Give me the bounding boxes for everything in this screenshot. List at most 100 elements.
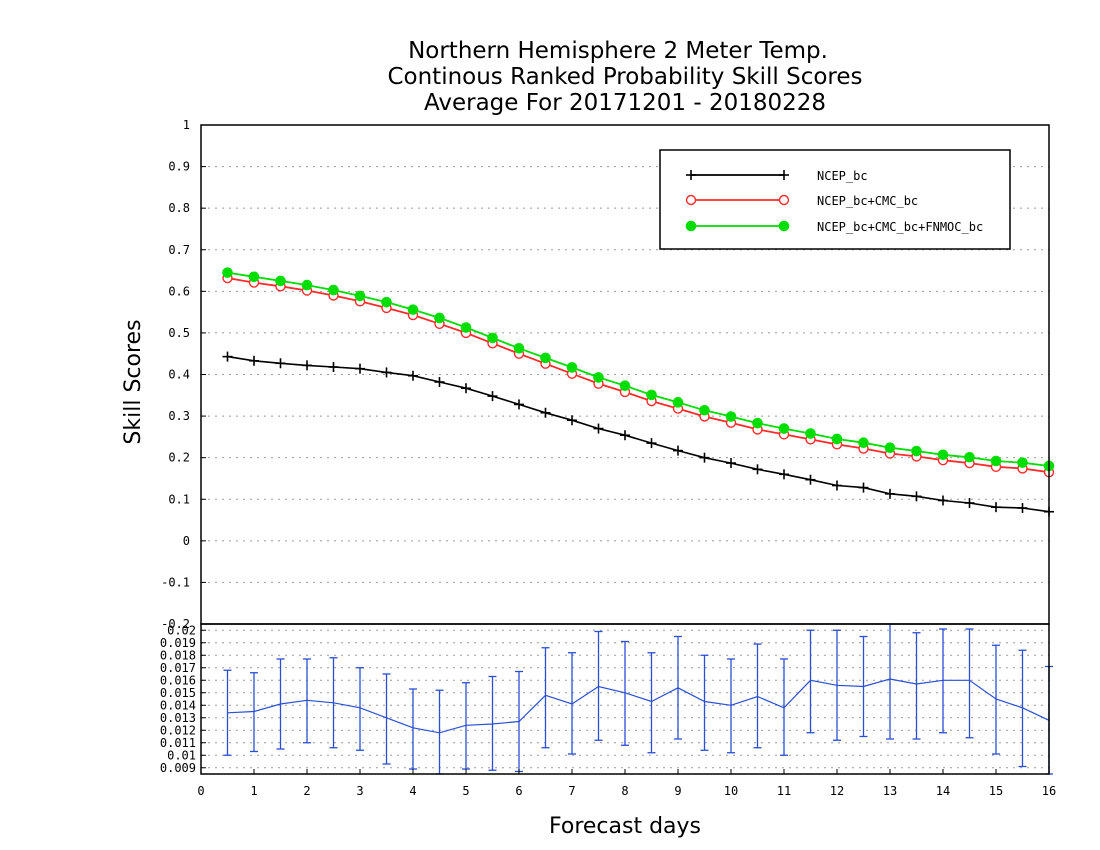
difference-line <box>227 678 1050 734</box>
error-bar <box>1018 649 1027 768</box>
data-point-filled-circle <box>884 442 896 453</box>
bottom-y-tick-label: 0.009 <box>160 761 196 775</box>
error-bar <box>912 632 921 740</box>
data-point-filled-circle <box>301 279 313 291</box>
data-point-plus <box>726 458 736 469</box>
data-point-plus <box>593 423 604 434</box>
top-y-tick-label: -0.1 <box>161 575 190 589</box>
data-point-plus <box>275 358 286 369</box>
top-y-tick-label: 0.1 <box>168 492 190 506</box>
bottom-y-tick-label: 0.013 <box>160 711 196 725</box>
title-line-2: Continous Ranked Probability Skill Score… <box>387 64 862 90</box>
error-bar <box>409 688 417 770</box>
data-point-filled-circle <box>725 411 737 422</box>
data-point-filled-circle <box>248 271 260 283</box>
data-point-plus <box>355 363 365 374</box>
data-point-plus <box>938 495 948 506</box>
y-axis-label: Skill Scores <box>121 319 146 444</box>
data-point-plus <box>249 355 259 366</box>
error-bar <box>223 669 232 756</box>
error-bar <box>488 675 497 771</box>
difference-series <box>223 623 1053 775</box>
data-point-plus <box>752 464 763 475</box>
x-axis-ticks: 0 1 2 3 4 5 6 7 8 9 10 11 12 13 14 15 16 <box>197 769 1056 798</box>
data-point-filled-circle <box>593 372 604 383</box>
legend-label-ncep-cmc-fnmoc: NCEP_bc+CMC_bc+FNMOC_bc <box>817 220 983 234</box>
data-point-filled-circle <box>1017 457 1028 468</box>
data-point-filled-circle <box>964 451 975 463</box>
data-point-filled-circle <box>937 449 949 461</box>
data-point-filled-circle <box>699 404 710 416</box>
error-bar <box>621 640 629 746</box>
top-y-tick-label: 0.6 <box>168 284 190 298</box>
x-tick-label: 3 <box>356 784 363 798</box>
x-tick-label: 8 <box>621 784 628 798</box>
top-y-tick-label: 0.4 <box>168 368 190 382</box>
data-point-filled-circle <box>778 423 790 434</box>
error-bar <box>886 623 894 740</box>
data-point-plus <box>540 407 551 418</box>
top-panel-y-ticks: -0.2 -0.1 0 0.1 0.2 0.3 0.4 0.5 0.6 0.7 0.8 0.9 1 <box>161 118 206 631</box>
data-point-plus <box>699 452 710 463</box>
error-bar <box>329 657 338 749</box>
data-point-plus <box>646 438 657 449</box>
data-point-plus <box>858 482 869 493</box>
x-tick-label: 16 <box>1042 784 1056 798</box>
data-point-filled-circle <box>672 397 684 408</box>
data-point-filled-circle <box>275 275 286 287</box>
legend-label-ncep-bc: NCEP_bc <box>817 169 868 183</box>
data-point-plus <box>434 376 445 387</box>
error-bar <box>859 635 868 738</box>
legend-open-circle <box>778 194 790 206</box>
data-point-filled-circle <box>434 312 445 324</box>
x-tick-label: 9 <box>674 784 681 798</box>
data-point-filled-circle <box>752 417 763 429</box>
top-panel-series <box>222 267 1055 517</box>
bottom-y-tick-label: 0.019 <box>160 636 196 650</box>
data-point-plus <box>302 360 312 371</box>
bottom-panel-grid <box>201 629 1049 769</box>
data-point-filled-circle <box>566 362 578 373</box>
data-point-plus <box>832 480 842 491</box>
error-bar <box>939 628 947 734</box>
legend-sample-2 <box>685 220 790 232</box>
data-point-plus <box>381 367 392 378</box>
x-tick-label: 13 <box>883 784 897 798</box>
legend-filled-circle <box>685 220 697 232</box>
top-y-tick-label: 0.5 <box>168 326 190 340</box>
bottom-y-tick-label: 0.015 <box>160 686 196 700</box>
series-2 <box>222 267 1055 472</box>
error-bar <box>250 672 258 753</box>
series-0 <box>222 351 1054 517</box>
error-bar <box>382 673 391 765</box>
data-point-filled-circle <box>831 433 843 445</box>
error-bar <box>674 635 682 740</box>
title-line-3: Average For 20171201 - 20180228 <box>424 90 826 116</box>
legend-filled-circle <box>778 220 790 232</box>
bottom-panel-series <box>223 623 1053 775</box>
error-bar <box>303 658 311 744</box>
data-point-plus <box>1017 502 1028 513</box>
data-point-filled-circle <box>460 322 472 333</box>
data-point-plus <box>885 488 895 499</box>
bottom-y-tick-label: 0.017 <box>160 661 196 675</box>
data-point-filled-circle <box>328 284 339 296</box>
data-point-plus <box>328 362 339 373</box>
top-y-tick-label: 0 <box>183 534 190 548</box>
bottom-y-tick-label: 0.011 <box>160 736 196 750</box>
x-tick-label: 1 <box>250 784 257 798</box>
data-point-plus <box>779 469 789 480</box>
x-tick-label: 4 <box>409 784 416 798</box>
data-point-filled-circle <box>540 352 551 364</box>
data-point-filled-circle <box>805 428 816 439</box>
x-tick-label: 14 <box>936 784 950 798</box>
data-point-plus <box>673 445 683 456</box>
top-y-tick-label: 0.2 <box>168 451 190 465</box>
legend-label-ncep-cmc: NCEP_bc+CMC_bc <box>817 194 918 208</box>
error-bar <box>806 629 815 734</box>
top-y-tick-label: 0.8 <box>168 201 190 215</box>
x-tick-label: 6 <box>515 784 522 798</box>
x-axis-label: Forecast days <box>549 814 701 839</box>
data-point-filled-circle <box>354 290 366 302</box>
